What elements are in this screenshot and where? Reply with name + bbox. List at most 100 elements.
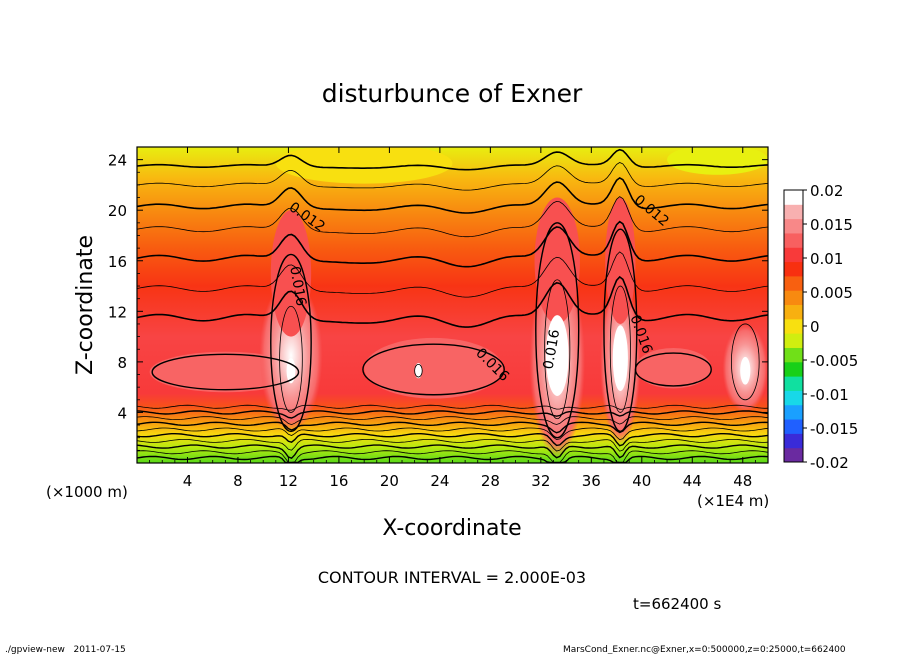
- x-axis-ticks: 4 8 12 16 20 24 28 32 36 40 44 48: [149, 147, 756, 490]
- x-tick-label: 32: [531, 472, 550, 490]
- colorbar-swatch: [784, 376, 803, 391]
- contour-line: [137, 196, 768, 238]
- contour-line: [137, 438, 768, 452]
- highlight-region: [534, 197, 580, 324]
- x-tick-label: 8: [233, 472, 243, 490]
- highlight-region: [667, 147, 768, 175]
- x-tick-label: 36: [582, 472, 601, 490]
- colorbar-label: -0.01: [810, 386, 849, 404]
- colorbar-labels: 0.02 0.015 0.01 0.005 0 -0.005 -0.01 -0.015 -0.0…: [810, 182, 858, 472]
- x-tick-label: 40: [632, 472, 651, 490]
- x-tick-label: 28: [481, 472, 500, 490]
- colorbar-label: 0.02: [810, 182, 843, 200]
- highlight-region: [259, 279, 323, 432]
- colorbar-swatch: [784, 204, 803, 220]
- colorbar-label: 0.005: [810, 284, 853, 302]
- colorbar-swatch: [784, 390, 803, 406]
- peak-core: [612, 325, 628, 391]
- highlight-region: [635, 347, 712, 389]
- contour-loop: [279, 305, 303, 413]
- contour-interval-note: CONTOUR INTERVAL = 2.000E-03: [318, 568, 586, 587]
- contour-loop: [414, 364, 423, 378]
- chart-title: disturbunce of Exner: [322, 79, 583, 108]
- contour-line: [137, 162, 768, 191]
- highlight-region: [364, 337, 503, 399]
- colorbar: [783, 189, 807, 463]
- footer-left: ./gpview-new 2011-07-15: [5, 645, 126, 654]
- colorbar-swatch: [784, 218, 803, 234]
- contour-line: [137, 444, 768, 460]
- contour-loop: [544, 279, 571, 420]
- y-tick-label: 16: [108, 253, 127, 271]
- contour-loop: [151, 353, 300, 391]
- colorbar-label: 0.01: [810, 250, 843, 268]
- contour-line: [137, 450, 768, 463]
- x-tick-label: 16: [329, 472, 348, 490]
- y-tick-label: 12: [108, 303, 127, 321]
- colorbar-swatch: [784, 361, 803, 377]
- x-axis-label: X-coordinate: [382, 516, 521, 541]
- contour-line: [137, 427, 768, 441]
- x-unit-right: (×1E4 m): [697, 492, 769, 510]
- contour-line: [137, 416, 768, 426]
- peak-core: [545, 315, 569, 397]
- highlight-region: [275, 147, 453, 184]
- colorbar-swatch: [784, 275, 803, 291]
- contour-loop: [609, 285, 631, 413]
- contour-label: 0.016: [541, 328, 564, 370]
- colorbar-label: 0.015: [810, 216, 853, 234]
- colorbar-swatch: [784, 333, 803, 348]
- x-tick-label: 12: [279, 472, 298, 490]
- colorbar-swatch: [784, 433, 803, 449]
- contour-loop: [731, 323, 760, 401]
- colorbar-swatch: [784, 404, 803, 420]
- contour-line: [137, 432, 768, 447]
- y-tick-label: 8: [117, 354, 127, 372]
- colorbar-swatch: [784, 304, 803, 320]
- x-unit-left: (×1000 m): [46, 483, 128, 501]
- colorbar-label: -0.015: [810, 420, 858, 438]
- y-axis-label: Z-coordinate: [73, 235, 98, 375]
- colorbar-label: 0: [810, 318, 820, 336]
- contour-loop: [603, 228, 638, 433]
- x-tick-label: 24: [430, 472, 449, 490]
- contour-loop: [270, 253, 312, 433]
- y-tick-label: 4: [117, 404, 127, 422]
- contour-line: [137, 404, 768, 411]
- time-note: t=662400 s: [633, 595, 721, 613]
- contour-line: [137, 251, 768, 298]
- peak-core: [286, 358, 296, 384]
- colorbar-label: -0.02: [810, 454, 849, 472]
- contour-loop: [634, 352, 712, 387]
- x-tick-label: 48: [733, 472, 752, 490]
- contour-line: [137, 410, 768, 419]
- colorbar-swatch: [784, 290, 803, 306]
- contour-lines: [137, 148, 768, 463]
- colorbar-swatch: [784, 232, 803, 248]
- contour-line: [137, 148, 768, 171]
- contour-label: 0.016: [286, 265, 309, 307]
- colorbar-swatch: [784, 190, 803, 205]
- contour-line: [137, 176, 768, 214]
- colorbar-swatch: [784, 247, 803, 263]
- peak-core: [740, 356, 751, 385]
- colorbar-label: -0.005: [810, 352, 858, 370]
- peak-core: [414, 363, 423, 379]
- colorbar-swatch: [784, 447, 803, 463]
- contour-line: [137, 455, 768, 463]
- x-tick-label: 20: [380, 472, 399, 490]
- colorbar-swatch: [784, 318, 803, 334]
- contour-line: [137, 220, 768, 268]
- x-tick-label: 44: [683, 472, 702, 490]
- contour-line: [137, 421, 768, 434]
- field-background: [137, 147, 768, 463]
- contour-loop: [535, 222, 580, 439]
- colorbar-swatch: [784, 347, 803, 363]
- contour-loop: [362, 343, 505, 396]
- y-tick-label: 20: [108, 202, 127, 220]
- y-axis-ticks: 4 8 12 16 20 24: [108, 152, 768, 451]
- colorbar-swatch: [784, 261, 803, 277]
- contour-line: [137, 275, 768, 328]
